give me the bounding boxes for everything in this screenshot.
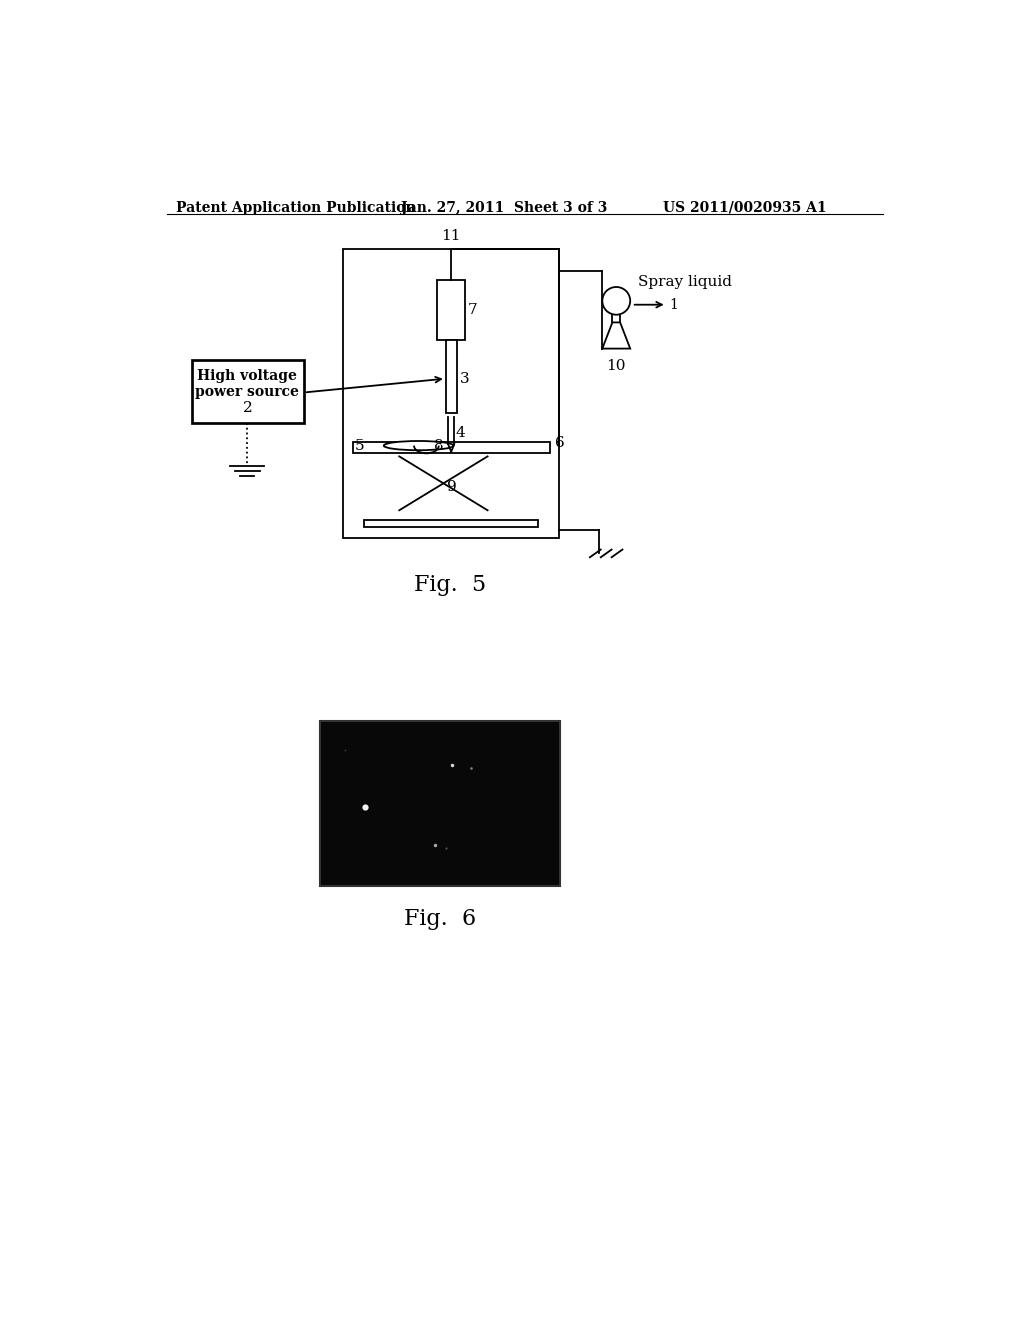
Bar: [352, 442, 550, 453]
Ellipse shape: [384, 441, 454, 450]
Text: High voltage: High voltage: [198, 368, 297, 383]
Bar: [437, 280, 465, 341]
Text: Patent Application Publication: Patent Application Publication: [176, 201, 416, 215]
Bar: [321, 721, 560, 886]
Text: 7: 7: [468, 304, 478, 317]
Text: 4: 4: [456, 425, 466, 440]
Text: Jan. 27, 2011  Sheet 3 of 3: Jan. 27, 2011 Sheet 3 of 3: [400, 201, 607, 215]
Text: 2: 2: [243, 401, 252, 414]
Text: 11: 11: [441, 230, 461, 243]
Text: 10: 10: [606, 359, 626, 372]
Text: Fig.  5: Fig. 5: [415, 574, 486, 597]
Text: 1: 1: [669, 298, 678, 312]
Bar: [191, 360, 304, 424]
Bar: [343, 249, 559, 539]
Text: Fig.  6: Fig. 6: [404, 908, 476, 929]
Bar: [445, 341, 457, 413]
Text: 9: 9: [447, 480, 457, 494]
Text: US 2011/0020935 A1: US 2011/0020935 A1: [663, 201, 826, 215]
Text: 6: 6: [555, 437, 565, 450]
Text: 8: 8: [434, 438, 443, 453]
Text: Spray liquid: Spray liquid: [638, 275, 732, 289]
Text: 5: 5: [354, 440, 364, 453]
Bar: [365, 520, 538, 527]
Text: power source: power source: [196, 385, 299, 400]
Text: 3: 3: [460, 372, 469, 385]
